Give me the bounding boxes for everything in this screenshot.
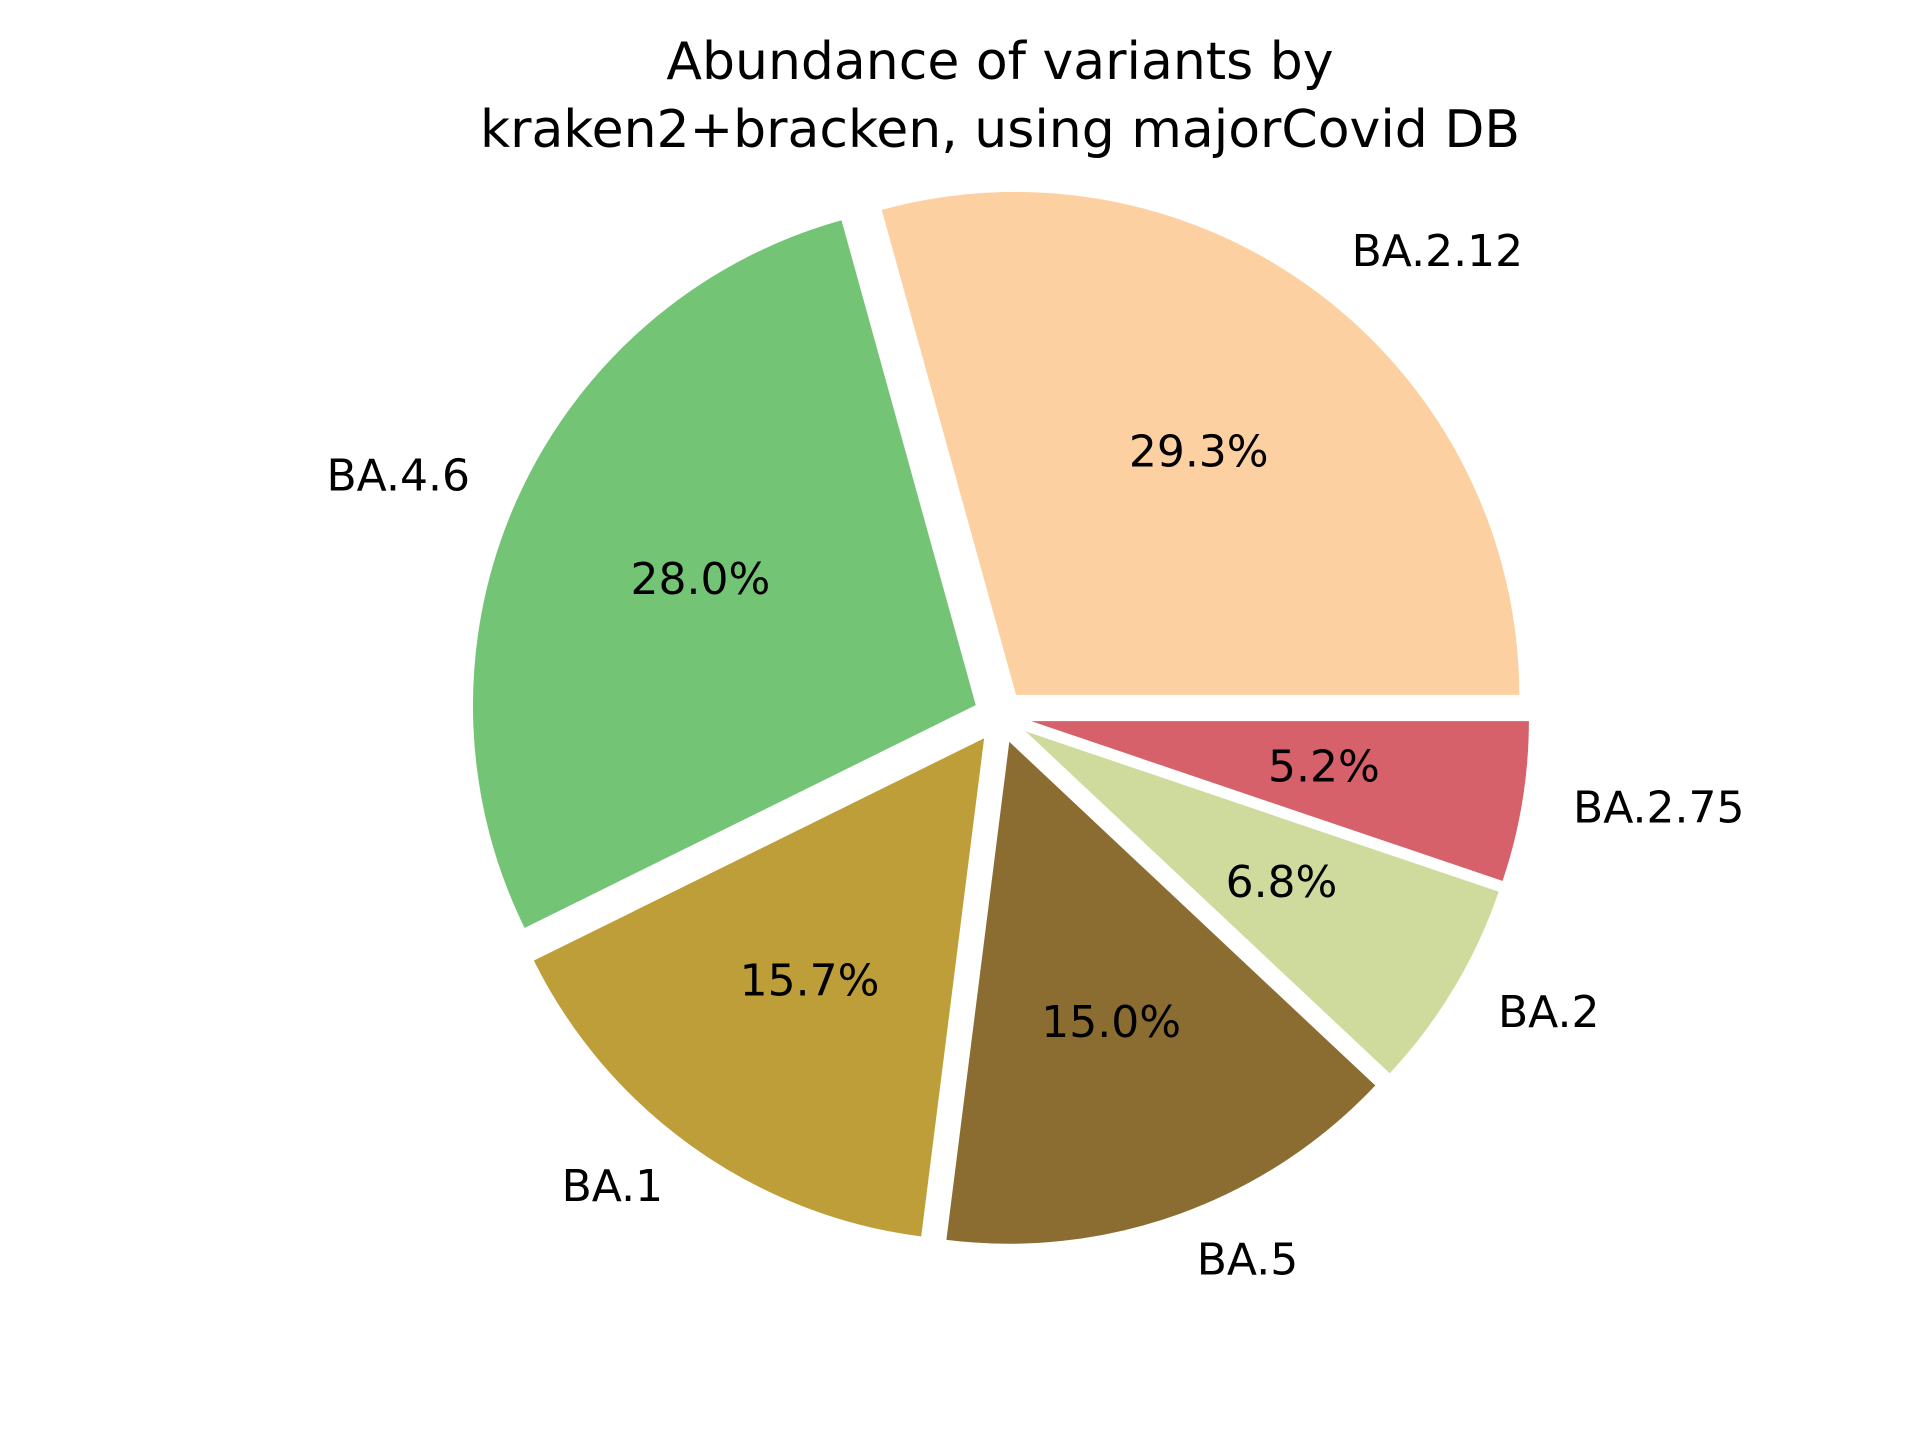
slice-percent-label: 6.8% — [1226, 857, 1338, 908]
slice-percent-label: 29.3% — [1129, 427, 1269, 478]
chart-title-line-2: kraken2+bracken, using majorCovid DB — [480, 100, 1520, 160]
slice-percent-label: 15.0% — [1041, 997, 1181, 1048]
pie-slice-ba-2-75 — [1024, 719, 1531, 884]
pie-slice-ba-2-12 — [879, 189, 1522, 697]
pie-labels: BA.2.12 29.3% BA.4.6 28.0% BA.1 15.7% BA.5 15.0… — [326, 226, 1744, 1286]
slice-label: BA.2.12 — [1352, 226, 1523, 277]
slice-label: BA.4.6 — [326, 451, 469, 502]
slice-percent-label: 5.2% — [1268, 741, 1380, 792]
slice-label: BA.5 — [1197, 1234, 1299, 1285]
slice-label: BA.2 — [1498, 987, 1600, 1038]
slice-percent-label: 28.0% — [631, 554, 771, 605]
slice-percent-label: 15.7% — [740, 955, 880, 1006]
chart-title-line-1: Abundance of variants by — [666, 32, 1333, 92]
slice-label: BA.1 — [562, 1161, 664, 1212]
pie-slice-ba-5 — [944, 737, 1379, 1246]
pie-slice-ba-1 — [531, 734, 987, 1239]
pie-slices — [471, 189, 1531, 1246]
pie-slice-ba-2 — [1020, 728, 1502, 1077]
slice-label: BA.2.75 — [1573, 782, 1744, 833]
pie-slice-ba-4-6 — [471, 217, 979, 931]
